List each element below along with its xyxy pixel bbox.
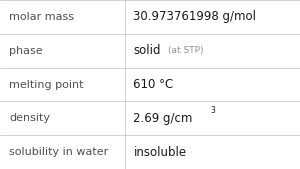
Text: 3: 3 xyxy=(210,106,215,115)
Text: 610 °C: 610 °C xyxy=(134,78,174,91)
Text: 2.69 g/cm: 2.69 g/cm xyxy=(134,112,193,125)
Text: insoluble: insoluble xyxy=(134,146,187,159)
Text: melting point: melting point xyxy=(9,79,83,90)
Text: phase: phase xyxy=(9,46,43,56)
Text: 30.973761998 g/mol: 30.973761998 g/mol xyxy=(134,10,256,23)
Text: (at STP): (at STP) xyxy=(168,46,203,55)
Text: molar mass: molar mass xyxy=(9,12,74,22)
Text: solubility in water: solubility in water xyxy=(9,147,108,157)
Text: solid: solid xyxy=(134,44,161,57)
Text: density: density xyxy=(9,113,50,123)
